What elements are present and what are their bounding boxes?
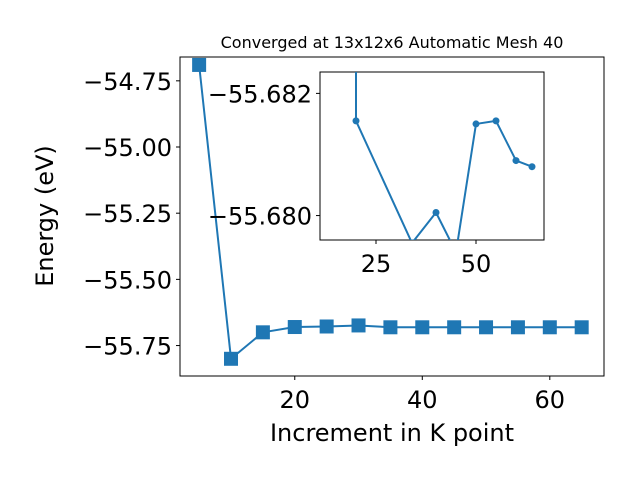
main-data-point (510, 320, 525, 335)
main-data-point (255, 325, 270, 340)
main-x-tick-label: 60 (535, 386, 566, 414)
main-y-tick-label: −55.50 (83, 266, 172, 294)
main-y-tick-label: −55.75 (83, 333, 172, 361)
main-data-point (351, 318, 366, 333)
main-data-point (287, 320, 302, 335)
main-y-tick-label: −55.00 (83, 134, 172, 162)
main-plot: 20 40 60 −54.75 −55.00 −55.25 −55.50 −55.75 (83, 56, 605, 414)
inset-data-point (472, 120, 480, 128)
inset-series-line (355, 72, 533, 240)
main-x-tick-label: 40 (407, 386, 438, 414)
inset-data-point (453, 249, 460, 256)
inset-y-tick-label: −55.680 (208, 203, 312, 231)
main-data-point (319, 319, 334, 334)
inset-data-point (352, 117, 360, 125)
x-axis-label: Increment in K point (270, 419, 514, 447)
main-data-point (192, 57, 207, 72)
main-data-point (574, 320, 589, 335)
inset-data-point (410, 239, 414, 240)
inset-axes-frame (319, 71, 545, 241)
main-data-point (383, 320, 398, 335)
main-data-point (447, 320, 462, 335)
inset-plot: 25 50 −55.682 −55.680 (208, 71, 545, 278)
inset-data-point (492, 117, 500, 125)
inset-x-tick-label: 50 (461, 250, 492, 278)
main-data-point (479, 320, 494, 335)
main-axes-frame (179, 56, 605, 377)
main-x-tick-label: 20 (279, 386, 310, 414)
y-axis-label: Energy (eV) (31, 145, 59, 287)
inset-data-point (528, 163, 536, 171)
main-series-group (192, 57, 589, 366)
main-y-tick-label: −55.25 (83, 200, 172, 228)
inset-data-point (432, 209, 440, 217)
chart-title: Converged at 13x12x6 Automatic Mesh 40 (221, 33, 564, 52)
inset-x-tick-label: 25 (361, 250, 392, 278)
main-y-tick-label: −54.75 (83, 68, 172, 96)
main-data-point (415, 320, 430, 335)
inset-data-point (512, 157, 520, 165)
main-data-point (542, 320, 557, 335)
inset-y-tick-label: −55.682 (208, 80, 312, 108)
inset-series-group (352, 72, 536, 256)
main-data-point (224, 351, 239, 366)
